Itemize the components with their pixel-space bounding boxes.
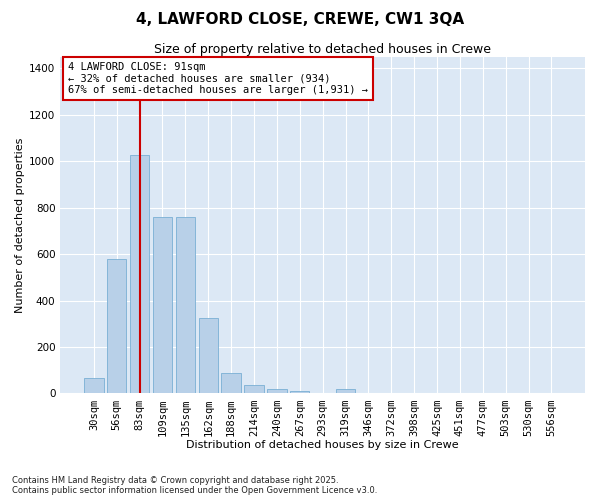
Bar	[130, 156, 149, 394]
Bar	[336, 390, 355, 394]
Bar	[290, 390, 310, 394]
Title: Size of property relative to detached houses in Crewe: Size of property relative to detached ho…	[154, 42, 491, 56]
Text: 4, LAWFORD CLOSE, CREWE, CW1 3QA: 4, LAWFORD CLOSE, CREWE, CW1 3QA	[136, 12, 464, 28]
Y-axis label: Number of detached properties: Number of detached properties	[15, 138, 25, 313]
Bar	[267, 389, 287, 394]
Bar	[153, 217, 172, 394]
X-axis label: Distribution of detached houses by size in Crewe: Distribution of detached houses by size …	[187, 440, 459, 450]
Bar	[176, 217, 195, 394]
Bar	[199, 318, 218, 394]
Bar	[84, 378, 104, 394]
Bar	[244, 386, 264, 394]
Text: 4 LAWFORD CLOSE: 91sqm
← 32% of detached houses are smaller (934)
67% of semi-de: 4 LAWFORD CLOSE: 91sqm ← 32% of detached…	[68, 62, 368, 95]
Bar	[107, 259, 127, 394]
Bar	[221, 372, 241, 394]
Text: Contains HM Land Registry data © Crown copyright and database right 2025.
Contai: Contains HM Land Registry data © Crown c…	[12, 476, 377, 495]
